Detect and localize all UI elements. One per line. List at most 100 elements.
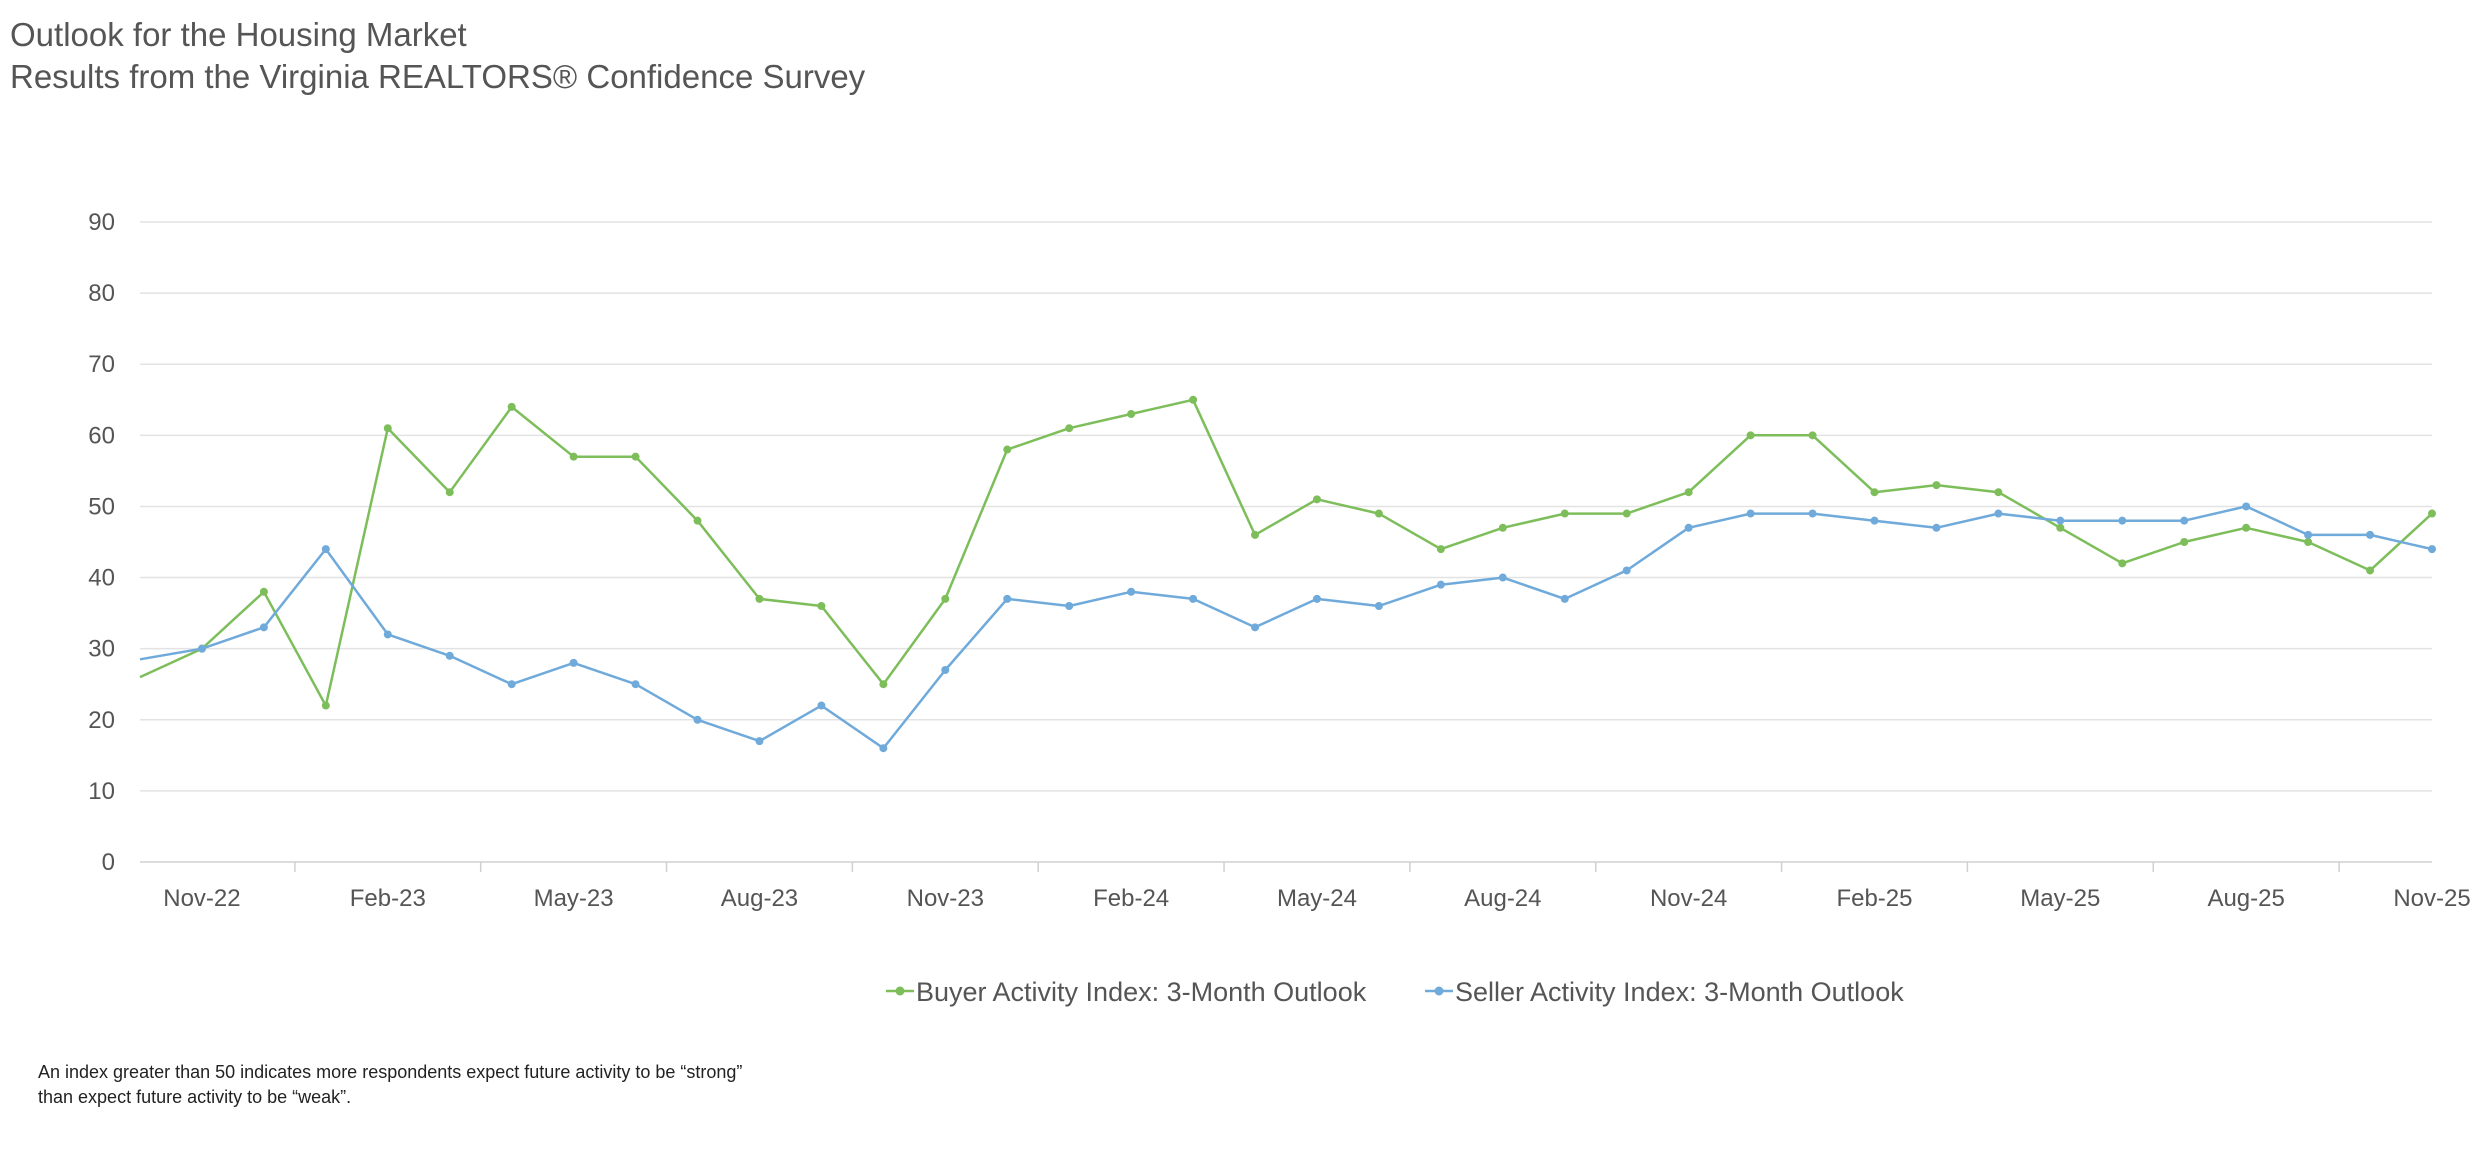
data-point xyxy=(1251,530,1260,539)
series-buyer xyxy=(139,395,2436,710)
y-tick-label: 10 xyxy=(88,778,115,805)
data-point xyxy=(2180,538,2189,546)
footnote: An index greater than 50 indicates more … xyxy=(38,1060,742,1110)
data-point xyxy=(1622,509,1631,518)
legend-swatch-marker xyxy=(1434,986,1444,996)
series-line xyxy=(139,398,2433,707)
data-point xyxy=(2304,530,2313,539)
data-point xyxy=(1065,602,1074,610)
data-point xyxy=(569,452,578,461)
x-tick-label: Nov-23 xyxy=(907,885,984,912)
data-point xyxy=(383,630,392,639)
data-point xyxy=(1994,509,2003,518)
x-tick-label: Aug-23 xyxy=(721,885,798,912)
data-point xyxy=(2056,516,2065,525)
data-point xyxy=(445,488,454,497)
data-point xyxy=(445,651,454,660)
data-point xyxy=(1560,509,1569,518)
x-tick-label: Feb-23 xyxy=(350,885,426,912)
x-tick-label: Aug-25 xyxy=(2207,885,2284,912)
x-tick-label: Nov-22 xyxy=(163,885,240,912)
data-point xyxy=(1746,431,1755,440)
data-point xyxy=(631,680,640,689)
data-point xyxy=(1994,488,2003,497)
data-point xyxy=(321,545,330,554)
data-point xyxy=(1870,488,1879,497)
data-point xyxy=(693,516,702,525)
data-point xyxy=(383,424,392,433)
legend-item-buyer: Buyer Activity Index: 3-Month Outlook xyxy=(886,977,1367,1007)
y-tick-label: 30 xyxy=(88,636,115,663)
data-point xyxy=(1127,410,1136,418)
data-point xyxy=(2242,523,2251,532)
y-tick-label: 80 xyxy=(88,280,115,307)
footnote-line-2: than expect future activity to be “weak”… xyxy=(38,1087,352,1107)
y-tick-label: 90 xyxy=(88,209,115,236)
data-point xyxy=(569,658,578,667)
x-tick-label: Aug-24 xyxy=(1464,885,1541,912)
data-point xyxy=(1374,602,1383,610)
data-point xyxy=(2180,516,2189,525)
data-point xyxy=(693,715,702,724)
data-point xyxy=(1560,594,1569,603)
chart-subtitle: Results from the Virginia REALTORS® Conf… xyxy=(10,58,866,95)
y-tick-label: 0 xyxy=(102,849,115,876)
data-point xyxy=(259,623,268,632)
data-point xyxy=(1065,424,1074,433)
legend-swatch-marker xyxy=(895,986,905,996)
data-point xyxy=(507,402,516,411)
data-point xyxy=(197,644,206,653)
data-point xyxy=(2366,530,2375,539)
data-point xyxy=(259,587,268,596)
data-point xyxy=(1003,445,1012,454)
x-tick-label: Feb-25 xyxy=(1836,885,1912,912)
data-point xyxy=(2242,502,2251,511)
footnote-line-1: An index greater than 50 indicates more … xyxy=(38,1062,743,1082)
data-point xyxy=(1312,495,1321,504)
data-point xyxy=(1436,545,1445,554)
data-point xyxy=(2118,516,2127,525)
data-point xyxy=(817,701,826,710)
data-point xyxy=(1312,594,1321,603)
y-tick-label: 40 xyxy=(88,565,115,592)
data-point xyxy=(2118,559,2127,568)
data-point xyxy=(1684,523,1693,532)
legend-item-seller: Seller Activity Index: 3-Month Outlook xyxy=(1425,977,1904,1007)
data-point xyxy=(941,594,950,603)
y-tick-label: 60 xyxy=(88,422,115,449)
chart-title: Outlook for the Housing Market xyxy=(10,16,467,53)
data-point xyxy=(755,594,764,603)
data-point xyxy=(1436,580,1445,589)
data-point xyxy=(1498,573,1507,582)
data-point xyxy=(879,744,888,753)
data-point xyxy=(2366,566,2375,575)
data-point xyxy=(879,680,888,689)
series-line xyxy=(139,505,2433,750)
x-tick-label: May-24 xyxy=(1277,885,1357,912)
legend-label: Seller Activity Index: 3-Month Outlook xyxy=(1455,977,1904,1007)
data-point xyxy=(1498,523,1507,532)
data-point xyxy=(631,452,640,461)
legend-label: Buyer Activity Index: 3-Month Outlook xyxy=(916,977,1367,1007)
axes: 0 10 20 30 40 50 60 70 80 90 Nov-22 Feb-23 May-23 Aug… xyxy=(88,209,2470,912)
data-point xyxy=(2304,538,2313,546)
data-point xyxy=(1251,623,1260,632)
title-block: Outlook for the Housing Market Results f… xyxy=(10,14,865,98)
data-point xyxy=(1808,509,1817,518)
data-point xyxy=(321,701,330,710)
data-point xyxy=(2056,523,2065,532)
legend: Buyer Activity Index: 3-Month Outlook Sel… xyxy=(886,977,1904,1007)
y-tick-label: 20 xyxy=(88,707,115,734)
data-point xyxy=(1189,594,1198,603)
data-point xyxy=(1127,587,1136,596)
series xyxy=(139,395,2436,753)
data-point xyxy=(1808,431,1817,440)
gridlines xyxy=(140,221,2432,792)
data-point xyxy=(1746,509,1755,518)
y-tick-label: 70 xyxy=(88,351,115,378)
x-tick-label: Nov-25 xyxy=(2393,885,2470,912)
data-point xyxy=(1932,481,1941,490)
data-point xyxy=(2428,509,2436,518)
data-point xyxy=(817,602,826,610)
